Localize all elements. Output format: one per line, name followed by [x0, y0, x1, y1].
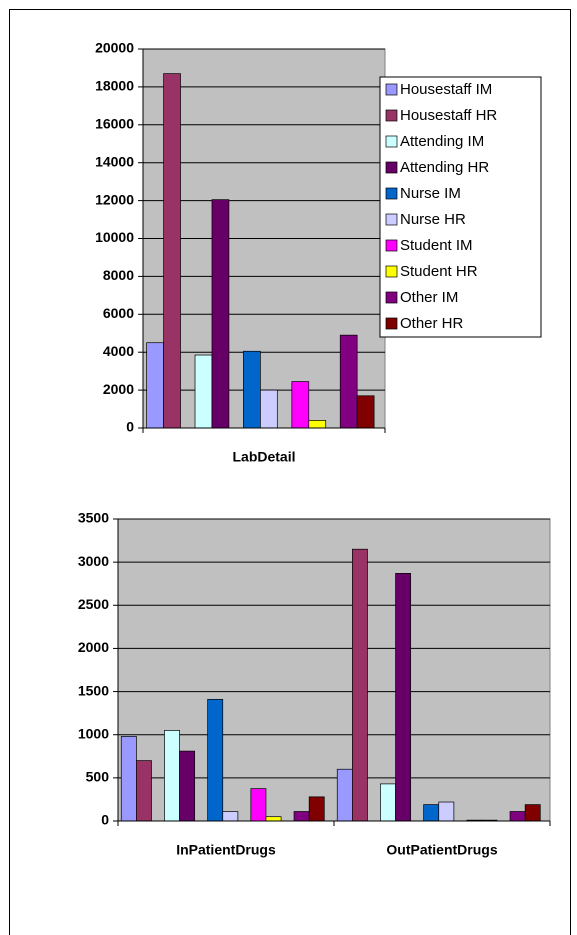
bar	[163, 73, 181, 429]
y-tick-label: 20000	[95, 40, 134, 56]
y-tick-label: 12000	[95, 191, 134, 207]
bar	[423, 804, 440, 822]
legend-label: Attending IM	[400, 133, 484, 150]
y-tick-label: 16000	[95, 116, 134, 132]
legend-swatch	[385, 83, 398, 96]
legend-swatch	[385, 239, 398, 252]
bar	[194, 354, 213, 429]
y-tick-label: 6000	[103, 305, 134, 321]
legend	[379, 76, 542, 338]
y-tick-label: 500	[86, 769, 110, 785]
bar	[179, 750, 196, 822]
bar	[291, 381, 310, 429]
legend-label: Housestaff IM	[400, 81, 492, 98]
bar	[395, 573, 412, 822]
legend-label: Housestaff HR	[400, 107, 497, 124]
frame	[9, 9, 571, 935]
legend-swatch	[385, 265, 398, 278]
legend-label: Student IM	[400, 237, 473, 254]
legend-label: Other HR	[400, 315, 464, 332]
legend-label: Other IM	[400, 289, 458, 306]
bar	[146, 342, 164, 429]
y-tick-label: 10000	[95, 229, 134, 245]
bar	[293, 811, 310, 822]
bar	[250, 788, 267, 822]
bar	[207, 698, 224, 822]
y-tick-label: 4000	[103, 343, 134, 359]
legend-swatch	[385, 291, 398, 304]
y-tick-label: 3000	[78, 553, 109, 569]
x-tick-label: OutPatientDrugs	[386, 842, 497, 858]
y-tick-label: 8000	[103, 267, 134, 283]
legend-label: Attending HR	[400, 159, 489, 176]
legend-swatch	[385, 213, 398, 226]
bar	[260, 389, 278, 429]
y-tick-label: 18000	[95, 78, 134, 94]
legend-swatch	[385, 161, 398, 174]
y-tick-label: 2000	[103, 381, 134, 397]
legend-swatch	[385, 317, 398, 330]
y-tick-label: 2500	[78, 596, 109, 612]
bar	[222, 811, 239, 822]
y-tick-label: 3500	[78, 510, 109, 526]
bar	[438, 801, 455, 822]
x-tick-label: LabDetail	[232, 449, 295, 465]
bar	[211, 199, 230, 429]
bar	[356, 395, 375, 429]
x-tick-label: InPatientDrugs	[176, 842, 276, 858]
y-tick-label: 14000	[95, 153, 134, 169]
legend-label: Nurse HR	[400, 211, 466, 228]
bar	[380, 783, 396, 822]
bar	[352, 548, 368, 822]
y-tick-label: 0	[126, 419, 134, 435]
y-tick-label: 2000	[78, 639, 109, 655]
legend-label: Student HR	[400, 263, 478, 280]
bar	[524, 804, 541, 822]
bar	[164, 730, 180, 822]
bar	[243, 350, 261, 429]
bar	[308, 796, 325, 822]
bar	[336, 768, 353, 822]
y-tick-label: 1500	[78, 682, 109, 698]
y-tick-label: 0	[101, 812, 109, 828]
bar	[136, 760, 152, 822]
legend-label: Nurse IM	[400, 185, 461, 202]
bar	[120, 736, 137, 822]
bar	[265, 816, 282, 822]
bar	[339, 334, 358, 429]
bar	[509, 811, 526, 822]
legend-swatch	[385, 135, 398, 148]
legend-swatch	[385, 187, 398, 200]
legend-swatch	[385, 109, 398, 122]
bar	[308, 420, 327, 429]
y-tick-label: 1000	[78, 725, 109, 741]
